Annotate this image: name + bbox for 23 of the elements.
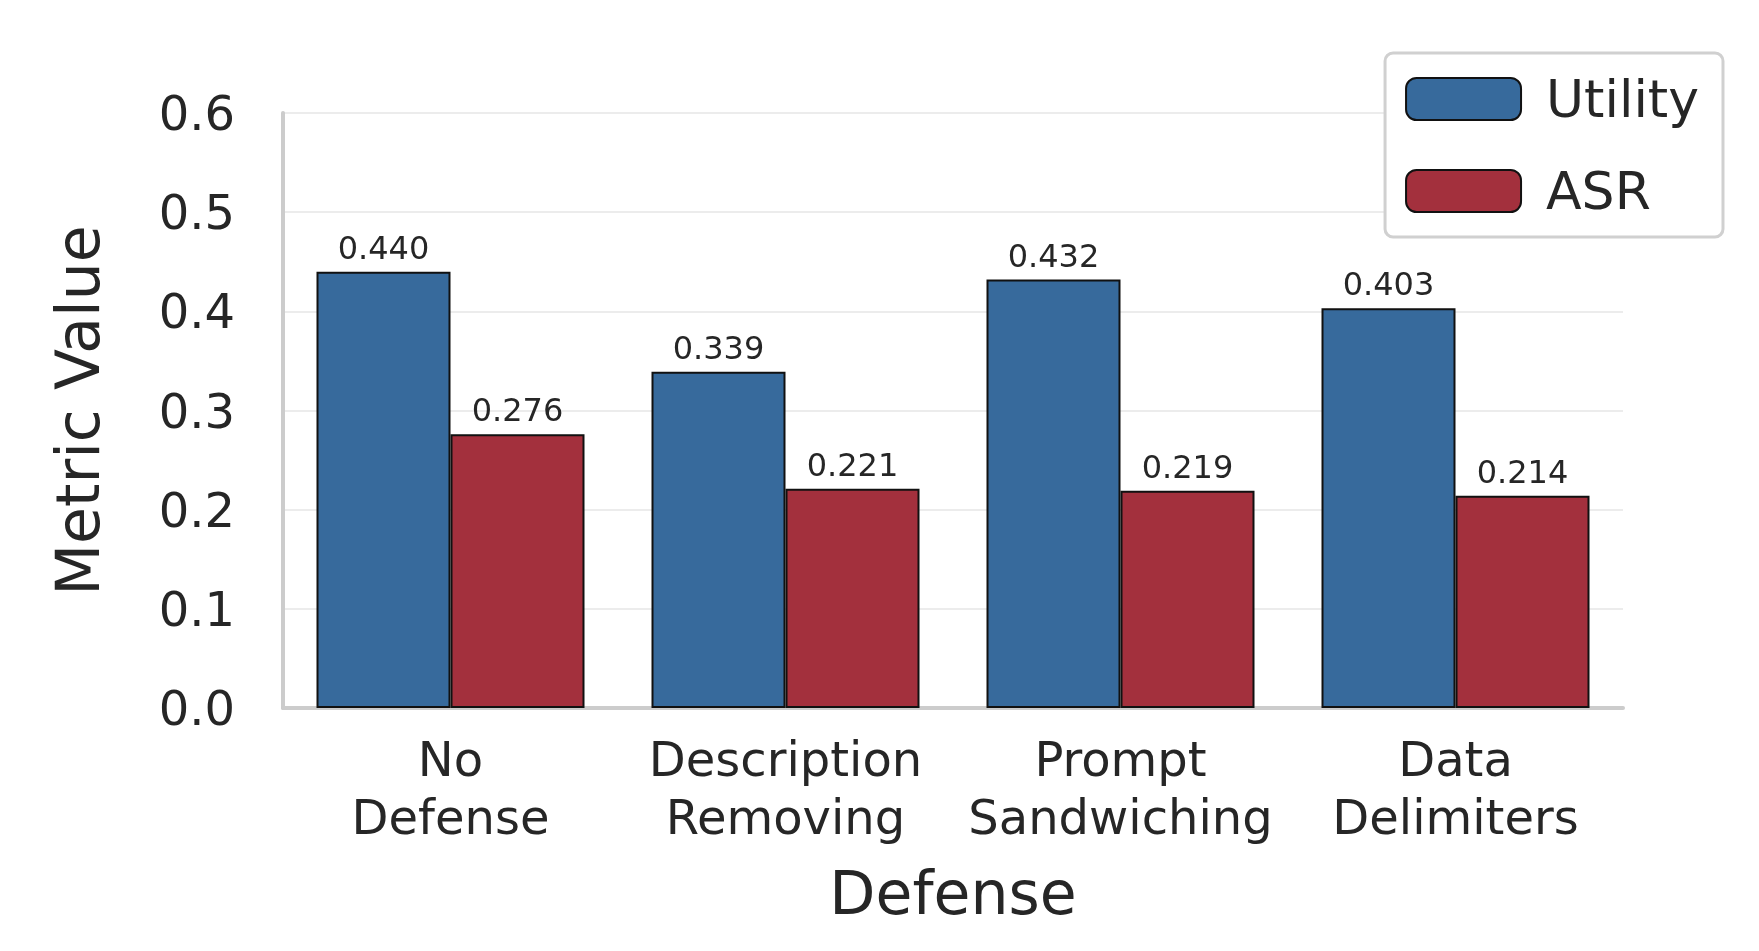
data-label: 0.214 bbox=[1476, 452, 1569, 491]
x-tick-label: Description Removing bbox=[648, 731, 923, 845]
data-label: 0.221 bbox=[806, 445, 899, 484]
data-label: 0.219 bbox=[1141, 447, 1234, 486]
y-axis-title: Metric Value bbox=[43, 225, 113, 596]
y-tick-label: 0.4 bbox=[158, 283, 235, 340]
y-tick-label: 0.0 bbox=[158, 680, 235, 736]
x-tick-label: Prompt Sandwiching bbox=[968, 731, 1273, 845]
data-label: 0.440 bbox=[337, 228, 430, 267]
y-tick-label: 0.5 bbox=[158, 184, 235, 241]
data-label: 0.432 bbox=[1007, 236, 1100, 275]
legend-label: ASR bbox=[1546, 161, 1651, 221]
y-tick-label: 0.2 bbox=[158, 481, 235, 538]
data-label: 0.403 bbox=[1342, 265, 1435, 304]
legend-label: Utility bbox=[1546, 69, 1699, 129]
y-tick-label: 0.6 bbox=[158, 85, 235, 141]
y-tick-label: 0.3 bbox=[158, 382, 235, 439]
y-tick-label: 0.1 bbox=[158, 580, 235, 637]
x-tick-label: No Defense bbox=[351, 731, 550, 845]
data-label: 0.339 bbox=[672, 328, 765, 367]
data-label: 0.276 bbox=[471, 391, 564, 430]
x-axis-title: Defense bbox=[829, 858, 1077, 928]
x-tick-label: Data Delimiters bbox=[1332, 731, 1579, 845]
